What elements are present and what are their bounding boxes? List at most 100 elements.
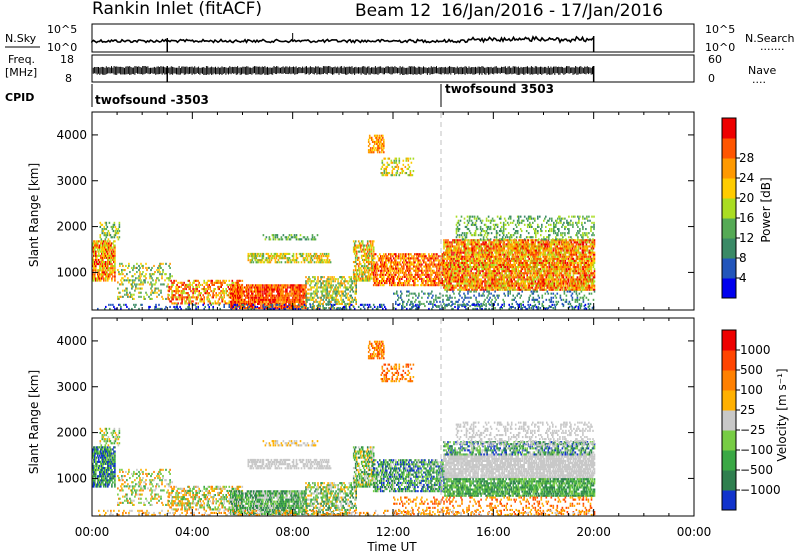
range-gate-cell bbox=[297, 296, 299, 299]
range-gate-cell bbox=[132, 275, 134, 278]
range-gate-cell bbox=[150, 291, 152, 294]
range-gate-cell bbox=[251, 255, 254, 258]
range-gate-cell bbox=[294, 294, 296, 297]
range-gate-cell bbox=[262, 261, 265, 264]
range-gate-cell bbox=[95, 258, 97, 261]
range-gate-cell bbox=[123, 279, 125, 282]
range-gate-cell bbox=[255, 294, 257, 297]
range-gate-cell bbox=[468, 251, 470, 254]
range-gate-cell bbox=[101, 258, 103, 261]
range-gate-cell bbox=[307, 255, 310, 258]
range-gate-cell bbox=[370, 252, 373, 255]
range-gate-cell bbox=[193, 290, 195, 293]
range-gate-cell bbox=[230, 305, 232, 308]
range-gate-cell bbox=[92, 242, 94, 245]
range-gate-cell bbox=[491, 280, 493, 283]
range-gate-cell bbox=[251, 252, 254, 255]
range-gate-cell bbox=[290, 288, 292, 291]
range-gate-cell bbox=[200, 300, 202, 303]
range-gate-cell bbox=[275, 298, 277, 301]
range-gate-cell bbox=[294, 300, 296, 303]
range-gate-cell bbox=[335, 288, 337, 291]
range-gate-cell bbox=[106, 232, 109, 235]
range-gate-cell bbox=[280, 296, 282, 299]
range-gate-cell bbox=[308, 276, 310, 279]
range-gate-cell bbox=[171, 285, 173, 288]
range-gate-cell bbox=[260, 292, 262, 295]
range-gate-cell bbox=[157, 271, 159, 274]
range-gate-cell bbox=[263, 298, 265, 301]
range-gate-cell bbox=[168, 277, 170, 280]
range-gate-cell bbox=[397, 263, 399, 266]
range-gate-cell bbox=[389, 275, 391, 278]
range-gate-cell bbox=[259, 290, 261, 293]
range-gate-cell bbox=[261, 284, 263, 287]
range-gate-cell bbox=[326, 259, 329, 262]
range-gate-cell bbox=[486, 261, 488, 264]
range-gate-cell bbox=[282, 290, 284, 293]
range-gate-cell bbox=[325, 288, 327, 291]
range-gate-cell bbox=[175, 279, 177, 282]
range-gate-cell bbox=[92, 246, 94, 249]
range-gate-cell bbox=[414, 261, 416, 264]
range-gate-cell bbox=[259, 252, 262, 255]
range-gate-cell bbox=[349, 300, 351, 303]
range-gate-cell bbox=[186, 296, 188, 299]
range-gate-cell bbox=[186, 285, 188, 288]
range-gate-cell bbox=[142, 264, 144, 267]
range-gate-cell bbox=[391, 165, 394, 168]
range-gate-cell bbox=[329, 286, 331, 289]
range-gate-cell bbox=[104, 277, 106, 280]
range-gate-cell bbox=[174, 302, 176, 305]
range-gate-cell bbox=[368, 254, 371, 257]
range-gate-cell bbox=[154, 271, 156, 274]
range-gate-cell bbox=[392, 269, 394, 272]
range-gate-cell bbox=[287, 257, 290, 260]
range-gate-cell bbox=[192, 281, 194, 284]
range-gate-cell bbox=[167, 296, 169, 299]
range-gate-cell bbox=[313, 290, 315, 293]
range-gate-cell bbox=[470, 266, 472, 269]
range-gate-cell bbox=[104, 271, 106, 274]
range-gate-cell bbox=[330, 286, 332, 289]
range-gate-cell bbox=[481, 257, 483, 260]
range-gate-cell bbox=[111, 256, 113, 259]
range-gate-cell bbox=[254, 290, 256, 293]
range-gate-cell bbox=[153, 283, 155, 286]
range-gate-cell bbox=[96, 250, 98, 253]
range-gate-cell bbox=[242, 298, 244, 301]
range-gate-cell bbox=[434, 255, 436, 258]
range-gate-cell bbox=[380, 261, 382, 264]
range-gate-cell bbox=[126, 273, 128, 276]
range-gate-cell bbox=[264, 284, 266, 287]
range-gate-cell bbox=[338, 284, 340, 287]
range-gate-cell bbox=[418, 265, 420, 268]
range-gate-cell bbox=[213, 290, 215, 293]
range-gate-cell bbox=[370, 277, 373, 280]
range-gate-cell bbox=[291, 236, 294, 239]
range-gate-cell bbox=[94, 275, 96, 278]
range-gate-cell bbox=[290, 302, 292, 305]
range-gate-cell bbox=[257, 286, 259, 289]
range-gate-cell bbox=[290, 292, 292, 295]
range-gate-cell bbox=[181, 302, 183, 305]
range-gate-cell bbox=[321, 259, 324, 262]
range-gate-cell bbox=[385, 253, 387, 256]
range-gate-cell bbox=[277, 288, 279, 291]
range-gate-cell bbox=[322, 294, 324, 297]
range-gate-cell bbox=[466, 243, 468, 246]
range-gate-cell bbox=[393, 159, 396, 162]
range-gate-cell bbox=[339, 286, 341, 289]
range-gate-cell bbox=[117, 287, 119, 290]
range-gate-cell bbox=[143, 279, 145, 282]
range-gate-cell bbox=[203, 281, 205, 284]
range-gate-cell bbox=[161, 273, 163, 276]
range-gate-cell bbox=[294, 302, 296, 305]
range-gate-cell bbox=[310, 257, 313, 260]
range-gate-cell bbox=[177, 302, 179, 305]
range-gate-cell bbox=[310, 294, 312, 297]
range-gate-cell bbox=[245, 286, 247, 289]
range-gate-cell bbox=[232, 281, 235, 284]
range-gate-cell bbox=[295, 292, 297, 295]
range-gate-cell bbox=[264, 286, 266, 289]
